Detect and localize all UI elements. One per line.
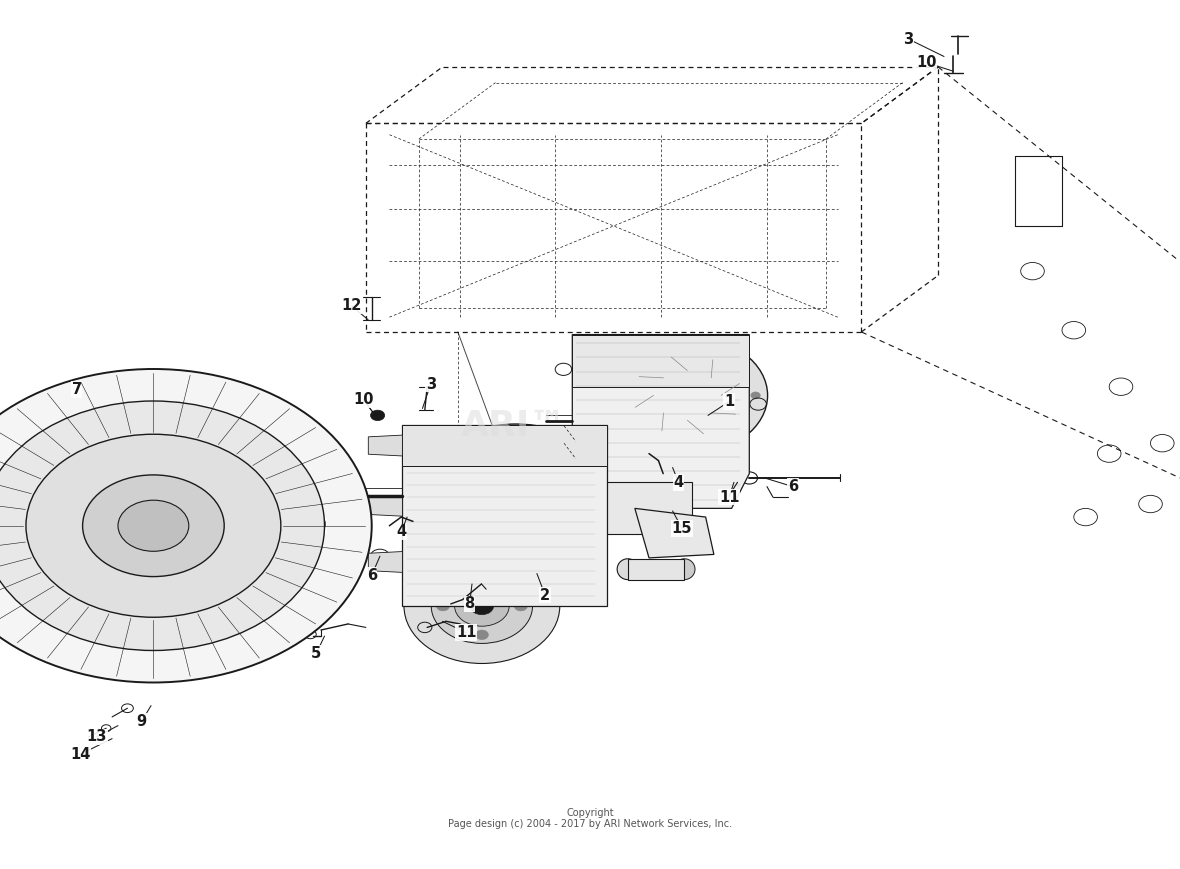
Circle shape bbox=[470, 598, 493, 614]
Circle shape bbox=[716, 348, 726, 355]
Circle shape bbox=[476, 573, 489, 582]
Circle shape bbox=[171, 454, 192, 469]
Circle shape bbox=[592, 491, 605, 501]
Circle shape bbox=[673, 385, 702, 406]
Circle shape bbox=[139, 515, 168, 536]
Ellipse shape bbox=[118, 501, 189, 551]
Circle shape bbox=[437, 601, 450, 611]
Circle shape bbox=[750, 392, 760, 399]
Circle shape bbox=[468, 544, 481, 554]
Ellipse shape bbox=[83, 474, 224, 577]
Polygon shape bbox=[402, 426, 607, 607]
Circle shape bbox=[176, 586, 188, 594]
Circle shape bbox=[716, 435, 726, 442]
Polygon shape bbox=[402, 426, 607, 466]
Polygon shape bbox=[368, 495, 402, 516]
Ellipse shape bbox=[617, 559, 638, 580]
Circle shape bbox=[171, 582, 192, 598]
Polygon shape bbox=[368, 435, 402, 456]
Circle shape bbox=[68, 478, 90, 494]
Ellipse shape bbox=[0, 369, 372, 682]
Text: 3: 3 bbox=[904, 31, 913, 47]
Circle shape bbox=[655, 372, 720, 419]
Text: 10: 10 bbox=[353, 392, 374, 408]
Circle shape bbox=[479, 468, 553, 523]
Text: 12: 12 bbox=[341, 298, 362, 314]
Circle shape bbox=[454, 586, 509, 627]
Circle shape bbox=[618, 485, 668, 521]
Text: 15: 15 bbox=[671, 521, 693, 536]
Circle shape bbox=[643, 485, 655, 494]
Text: Copyright
Page design (c) 2004 - 2017 by ARI Network Services, Inc.: Copyright Page design (c) 2004 - 2017 by… bbox=[448, 808, 732, 829]
Circle shape bbox=[68, 558, 90, 574]
Circle shape bbox=[500, 484, 531, 507]
Text: 13: 13 bbox=[86, 729, 107, 745]
Circle shape bbox=[643, 513, 655, 521]
Circle shape bbox=[73, 481, 85, 490]
Text: 6: 6 bbox=[367, 567, 376, 583]
Circle shape bbox=[431, 569, 532, 643]
Text: 1: 1 bbox=[725, 394, 734, 409]
Polygon shape bbox=[628, 559, 684, 580]
Ellipse shape bbox=[674, 559, 695, 580]
Text: 14: 14 bbox=[70, 746, 91, 762]
Circle shape bbox=[240, 521, 251, 530]
Text: 5: 5 bbox=[312, 646, 321, 661]
Circle shape bbox=[476, 630, 489, 640]
Polygon shape bbox=[595, 482, 691, 534]
Ellipse shape bbox=[26, 434, 281, 617]
Circle shape bbox=[427, 491, 440, 501]
Circle shape bbox=[371, 410, 385, 421]
Circle shape bbox=[631, 354, 743, 437]
Text: 4: 4 bbox=[674, 474, 683, 490]
Circle shape bbox=[176, 457, 188, 466]
Text: 2: 2 bbox=[540, 587, 550, 603]
Circle shape bbox=[468, 438, 481, 448]
Circle shape bbox=[621, 507, 632, 516]
Polygon shape bbox=[368, 552, 402, 573]
Circle shape bbox=[621, 490, 632, 499]
Circle shape bbox=[607, 336, 767, 454]
Circle shape bbox=[615, 392, 624, 399]
Text: 3: 3 bbox=[426, 376, 435, 392]
Ellipse shape bbox=[0, 401, 324, 651]
Circle shape bbox=[235, 518, 256, 534]
Circle shape bbox=[649, 348, 658, 355]
Text: 8: 8 bbox=[465, 596, 474, 612]
Circle shape bbox=[514, 601, 527, 611]
Circle shape bbox=[404, 549, 559, 664]
Text: 11: 11 bbox=[455, 625, 477, 640]
Polygon shape bbox=[572, 335, 749, 387]
Circle shape bbox=[649, 435, 658, 442]
Circle shape bbox=[447, 446, 584, 546]
Circle shape bbox=[637, 499, 649, 507]
Polygon shape bbox=[635, 508, 714, 558]
Circle shape bbox=[551, 438, 564, 448]
Circle shape bbox=[73, 561, 85, 570]
Circle shape bbox=[657, 499, 669, 507]
Text: 11: 11 bbox=[719, 489, 740, 505]
Text: 7: 7 bbox=[72, 381, 81, 397]
Circle shape bbox=[419, 424, 614, 567]
Text: ARI™: ARI™ bbox=[460, 408, 566, 443]
Polygon shape bbox=[572, 335, 749, 508]
Text: 10: 10 bbox=[306, 518, 327, 534]
Text: 6: 6 bbox=[788, 479, 798, 494]
Circle shape bbox=[551, 544, 564, 554]
Text: 10: 10 bbox=[916, 55, 937, 70]
Text: 4: 4 bbox=[396, 524, 406, 540]
Circle shape bbox=[630, 494, 656, 513]
Text: 9: 9 bbox=[137, 713, 146, 729]
